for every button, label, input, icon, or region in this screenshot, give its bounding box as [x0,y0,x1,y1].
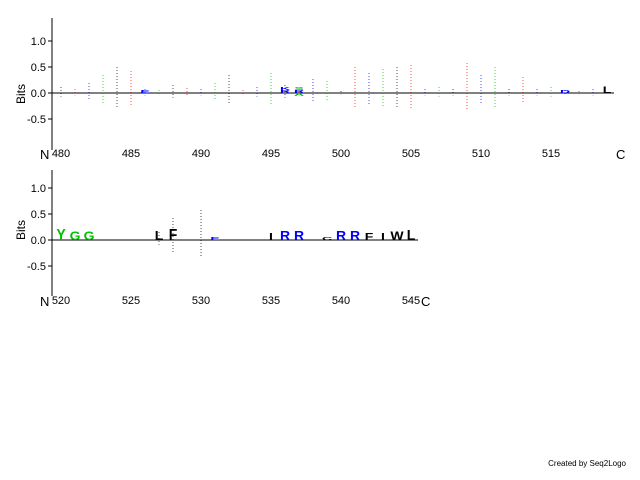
logo-letter: L [155,228,164,242]
logo-letter: S [294,87,303,91]
logo-letter: F [169,226,178,244]
panel2-ylabel: Bits [14,220,28,240]
logo-letter: R [294,90,305,94]
panel1-bars [60,63,594,111]
panel2-ytick-label-0: 0.0 [31,235,46,247]
logo-letter: R [294,228,304,242]
panel2-n-label: N [40,294,49,309]
panel2-c-label: C [421,294,430,309]
panel1-ytick-label-05: 0.5 [31,62,46,74]
panel2-ytick-label-m05: -0.5 [27,261,46,273]
logo-letter: D [560,90,571,94]
panel2-ytick-label-05: 0.5 [31,209,46,221]
panel1-ylabel: Bits [14,84,28,104]
logo-letter: R [280,228,290,242]
panel1-ytick-label-1: 1.0 [31,36,46,48]
panel2-xtick-530: 530 [192,295,210,307]
logo-letter: I [269,231,273,243]
logo-letter: F [365,231,374,243]
logo-letter: L [407,228,416,244]
logo-letter: R [336,228,346,242]
panel1-xtick-515: 515 [542,148,560,160]
logo-letter: I [381,231,385,243]
panel2-xtick-525: 525 [122,295,140,307]
panel1-xtick-505: 505 [402,148,420,160]
logo-letter: A [294,93,305,97]
panel1-xtick-495: 495 [262,148,280,160]
logo-letter: E [210,237,219,241]
panel2-xtick-545: 545 [402,295,420,307]
panel2-xtick-535: 535 [262,295,280,307]
logo-letter: C [322,237,333,242]
panel1-xtick-500: 500 [332,148,350,160]
logo-letter: K [280,87,291,91]
panel1-c-label: C [616,147,625,162]
panel2-ytick-label-1: 1.0 [31,183,46,195]
logo-letter: W [390,229,404,243]
footer-credit: Created by Seq2Logo [548,459,626,468]
panel1-n-label: N [40,147,49,162]
panel2-xtick-520: 520 [52,295,70,307]
logo-letter: G [70,229,81,243]
logo-letter: Y [56,226,65,244]
logo-letter: L [603,86,612,96]
panel1-xtick-480: 480 [52,148,70,160]
panel1-ytick-label-0: 0.0 [31,88,46,100]
logo-letter: R [350,228,360,242]
logo-letter: R [280,90,291,95]
panel1-xtick-510: 510 [472,148,490,160]
panel1-xtick-485: 485 [122,148,140,160]
panel2-bars [158,210,202,258]
logo-letter: E [140,90,149,94]
logo-letter: G [84,229,95,243]
panel1-xtick-490: 490 [192,148,210,160]
panel1-ytick-label-m05: -0.5 [27,114,46,126]
panel2-xtick-540: 540 [332,295,350,307]
